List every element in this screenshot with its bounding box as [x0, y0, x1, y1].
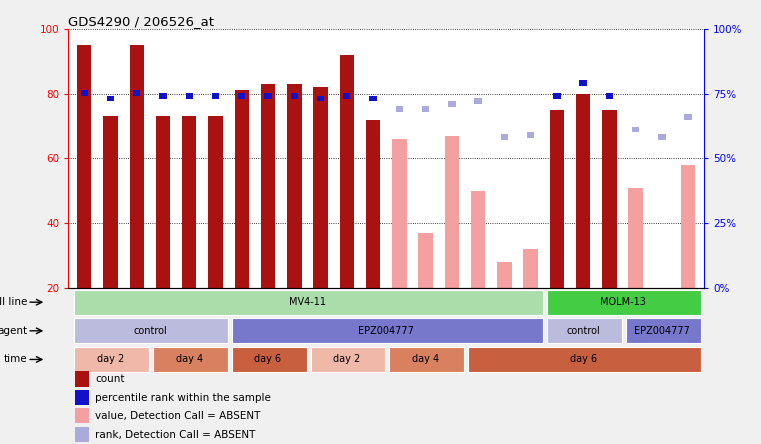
Bar	[264, 93, 272, 99]
Bar	[419, 233, 433, 288]
Bar	[232, 318, 543, 343]
Bar	[343, 93, 351, 99]
Bar	[75, 318, 228, 343]
Bar	[602, 110, 616, 288]
Bar	[468, 347, 701, 372]
Bar	[553, 93, 561, 99]
Bar	[310, 347, 385, 372]
Bar	[369, 95, 377, 101]
Bar	[576, 94, 591, 288]
Bar	[291, 93, 298, 99]
Bar	[422, 106, 429, 112]
Text: value, Detection Call = ABSENT: value, Detection Call = ABSENT	[95, 411, 260, 421]
Bar	[626, 318, 701, 343]
Bar	[547, 289, 701, 315]
Bar	[396, 106, 403, 112]
Bar	[129, 45, 144, 288]
Bar	[632, 127, 639, 132]
Text: day 6: day 6	[254, 354, 282, 365]
Bar	[366, 119, 380, 288]
Bar	[684, 114, 692, 119]
Bar	[75, 347, 149, 372]
Bar	[77, 45, 91, 288]
Text: control: control	[566, 326, 600, 336]
Bar	[153, 347, 228, 372]
Bar	[471, 191, 486, 288]
Bar	[75, 289, 543, 315]
Bar	[681, 165, 696, 288]
Bar	[182, 116, 196, 288]
Bar	[658, 135, 666, 140]
Text: time: time	[4, 354, 27, 365]
Text: agent: agent	[0, 326, 27, 336]
Bar	[392, 139, 406, 288]
Text: day 2: day 2	[333, 354, 361, 365]
Bar	[81, 91, 88, 96]
Bar	[448, 101, 456, 107]
Bar	[261, 84, 275, 288]
Text: MOLM-13: MOLM-13	[600, 297, 645, 307]
Bar	[159, 93, 167, 99]
Text: day 2: day 2	[97, 354, 124, 365]
Bar	[317, 95, 324, 101]
Text: day 4: day 4	[412, 354, 439, 365]
Bar	[549, 110, 564, 288]
Text: count: count	[95, 374, 125, 385]
Text: cell line: cell line	[0, 297, 27, 307]
Text: day 6: day 6	[569, 354, 597, 365]
Bar	[186, 93, 193, 99]
Bar	[474, 98, 482, 104]
Bar	[75, 390, 89, 405]
Bar	[501, 135, 508, 140]
Bar	[390, 347, 464, 372]
Text: percentile rank within the sample: percentile rank within the sample	[95, 392, 271, 403]
Bar	[606, 93, 613, 99]
Bar	[107, 95, 114, 101]
Bar	[212, 93, 219, 99]
Bar	[497, 262, 511, 288]
Text: EPZ004777: EPZ004777	[358, 326, 414, 336]
Bar	[232, 347, 307, 372]
Bar	[524, 249, 538, 288]
Bar	[547, 318, 622, 343]
Bar	[156, 116, 170, 288]
Text: rank, Detection Call = ABSENT: rank, Detection Call = ABSENT	[95, 429, 256, 440]
Bar	[444, 136, 459, 288]
Bar	[314, 87, 328, 288]
Bar	[527, 132, 534, 138]
Text: control: control	[133, 326, 167, 336]
Text: GDS4290 / 206526_at: GDS4290 / 206526_at	[68, 15, 215, 28]
Bar	[75, 427, 89, 442]
Bar	[234, 91, 249, 288]
Bar	[579, 80, 587, 86]
Bar	[75, 408, 89, 424]
Bar	[103, 116, 118, 288]
Bar	[75, 371, 89, 387]
Bar	[339, 55, 354, 288]
Text: MV4-11: MV4-11	[289, 297, 326, 307]
Bar	[629, 187, 643, 288]
Text: EPZ004777: EPZ004777	[634, 326, 690, 336]
Bar	[133, 91, 141, 96]
Bar	[238, 93, 246, 99]
Bar	[287, 84, 301, 288]
Text: day 4: day 4	[176, 354, 203, 365]
Bar	[209, 116, 223, 288]
